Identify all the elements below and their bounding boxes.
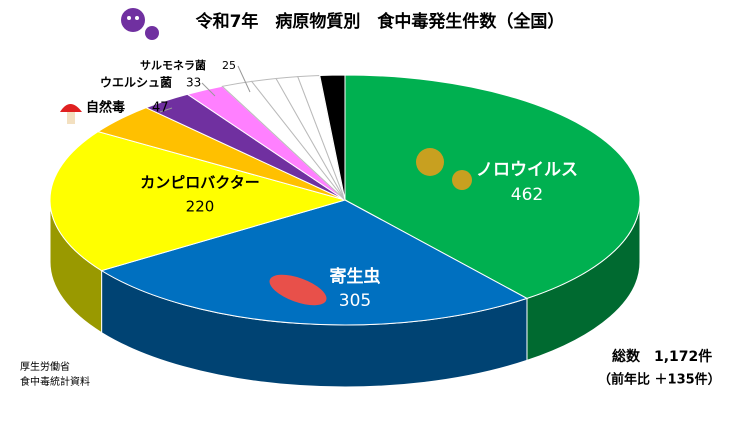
- value-label: 33: [186, 76, 201, 90]
- value-label: 305: [339, 291, 371, 311]
- fish-icon: [269, 274, 327, 306]
- slice: [100, 199, 529, 326]
- slice-label: 寄生虫: [330, 266, 381, 287]
- mushroom-icon: [60, 104, 82, 124]
- norovirus-icons: [416, 148, 472, 190]
- slice-label: カンピロバクター: [140, 174, 259, 192]
- slice: [319, 74, 346, 201]
- value-label: 462: [511, 185, 543, 205]
- slice-label: ノロウイルス: [476, 160, 578, 180]
- slice: [49, 131, 347, 272]
- chart-title: 令和7年 病原物質別 食中毒発生件数（全国）: [196, 11, 565, 32]
- virus-icon: [121, 8, 159, 40]
- pie: [49, 74, 641, 388]
- slice: [344, 74, 641, 299]
- slice-label: 自然毒: [86, 100, 125, 116]
- slice-label: ウエルシュ菌: [100, 75, 172, 90]
- value-label: 47: [152, 101, 169, 116]
- source-note: 厚生労働省: [20, 360, 70, 373]
- leader-lines: [159, 65, 251, 113]
- value-label: 25: [222, 59, 236, 72]
- value-label: 220: [186, 198, 215, 216]
- slice-label: サルモネラ菌: [140, 58, 206, 72]
- change-note: （前年比 ＋135件）: [598, 372, 721, 388]
- source-note: 食中毒統計資料: [20, 375, 90, 388]
- total-note: 総数 1,172件: [612, 348, 712, 365]
